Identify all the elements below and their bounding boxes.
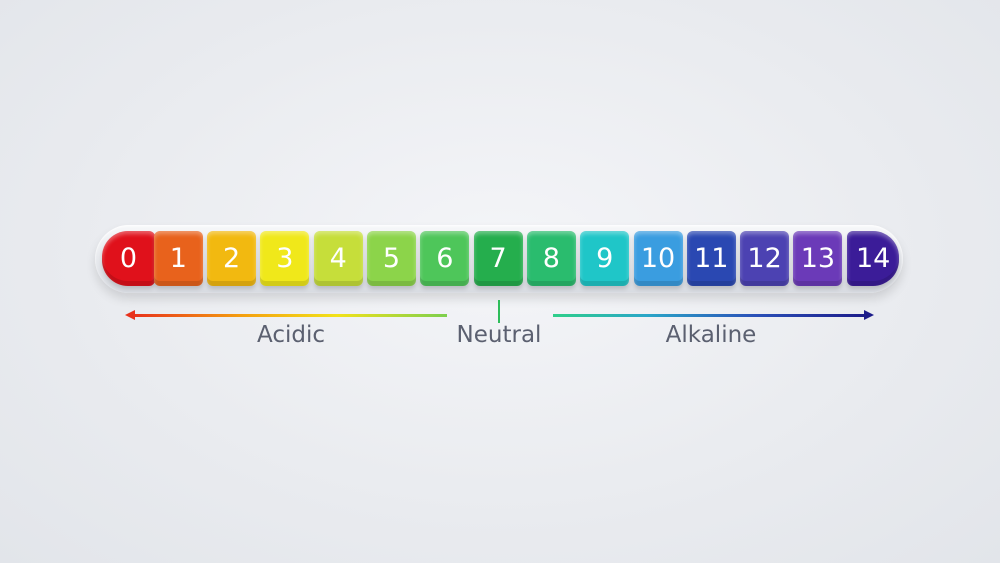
ph-block-12: 12 — [740, 231, 790, 286]
ph-block-11: 11 — [686, 231, 736, 286]
ph-block-8: 8 — [526, 231, 576, 286]
alkaline-arrow — [553, 314, 865, 317]
ph-block-3: 3 — [260, 231, 310, 286]
ph-block-1: 1 — [153, 231, 203, 286]
ph-block-5: 5 — [367, 231, 416, 286]
ph-block-14: 14 — [847, 231, 900, 286]
acidic-arrowhead-icon — [125, 310, 135, 320]
ph-block-4: 4 — [313, 231, 363, 286]
ph-block-7: 7 — [473, 231, 523, 286]
acidic-arrow — [133, 314, 447, 317]
neutral-tick — [498, 300, 500, 323]
alkaline-label: Alkaline — [665, 322, 757, 348]
ph-block-10: 10 — [633, 231, 683, 286]
ph-block-6: 6 — [420, 231, 470, 286]
ph-block-0: 0 — [102, 231, 155, 286]
acidic-label: Acidic — [256, 322, 326, 348]
ph-block-13: 13 — [793, 231, 843, 286]
alkaline-arrowhead-icon — [864, 310, 874, 320]
ph-block-2: 2 — [207, 231, 257, 286]
neutral-label: Neutral — [456, 322, 542, 348]
ph-block-9: 9 — [580, 231, 630, 286]
